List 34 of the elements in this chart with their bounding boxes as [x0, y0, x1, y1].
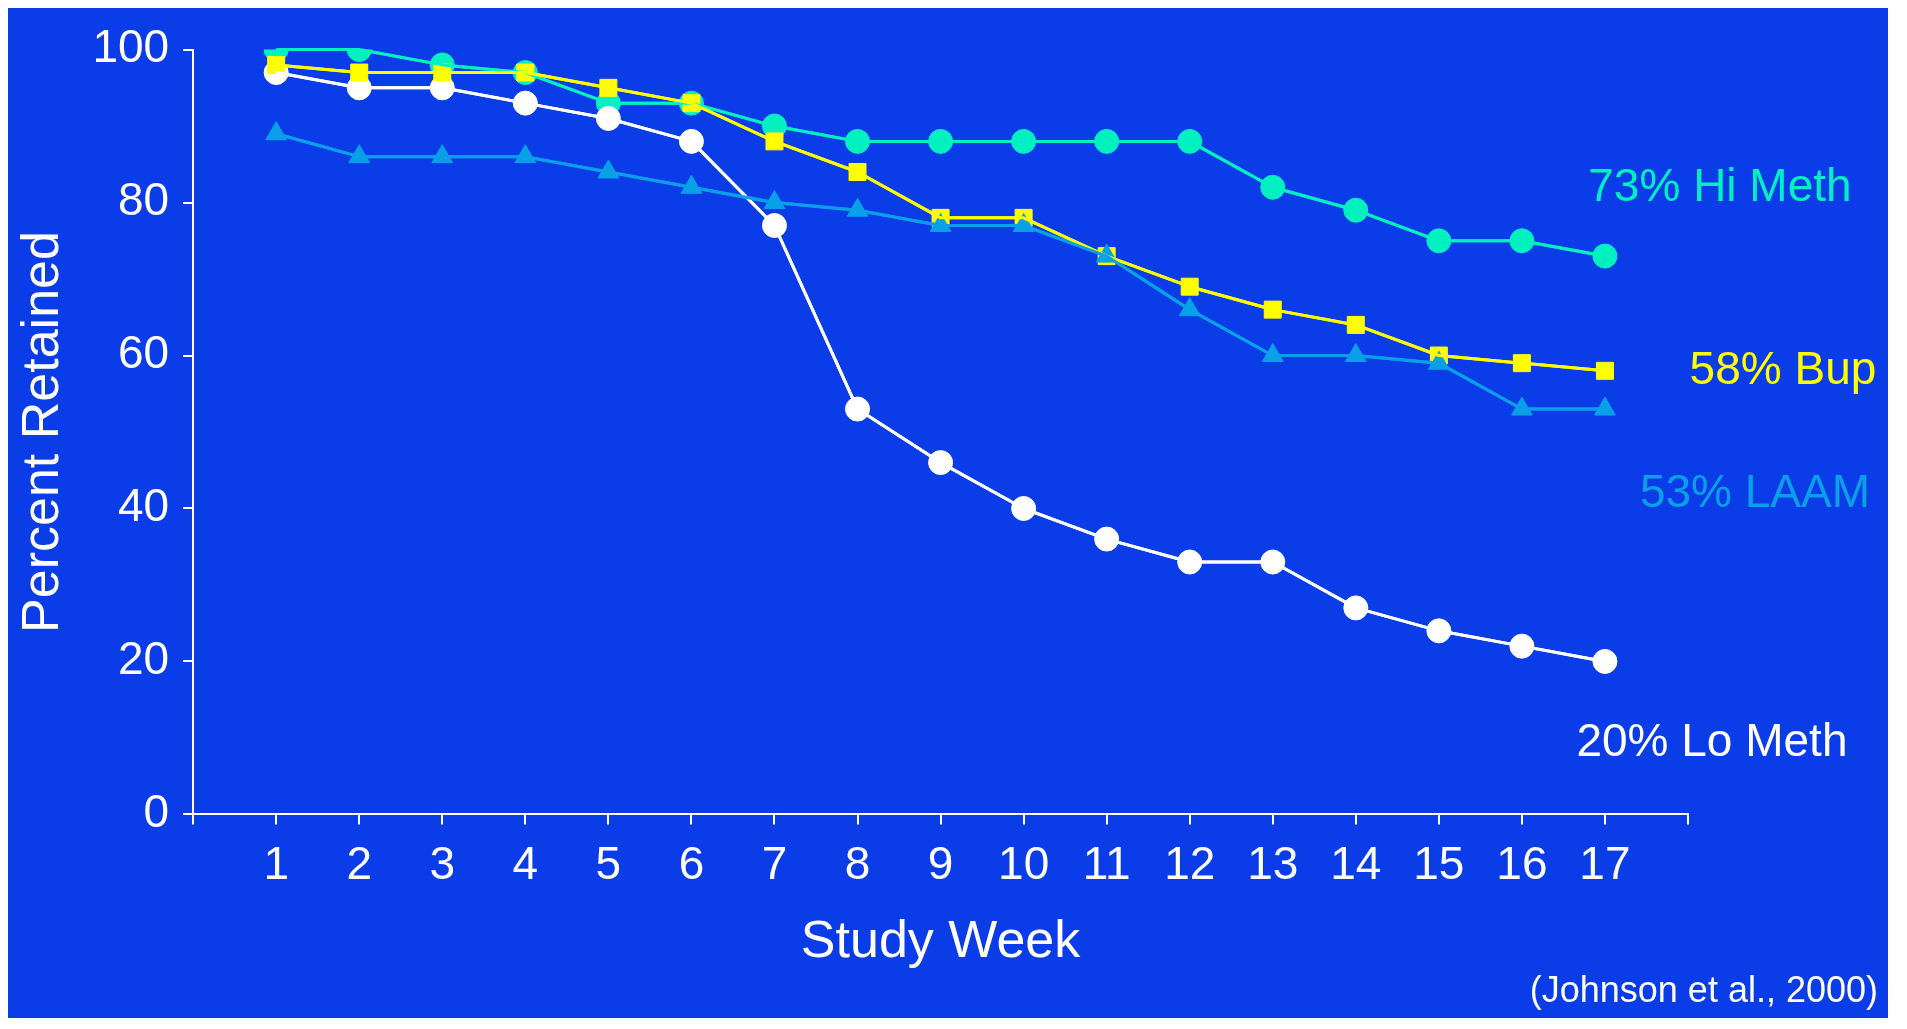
x-tick-label: 1	[263, 836, 289, 889]
y-tick-label: 80	[117, 173, 170, 226]
x-tick-label: 9	[927, 836, 954, 889]
x-tick-label: 7	[761, 836, 788, 889]
point	[1595, 361, 1614, 380]
point	[765, 132, 784, 151]
x-tick-label: 17	[1579, 836, 1631, 889]
x-tick-label: 13	[1247, 836, 1299, 889]
series-label: 20% Lo Meth	[1576, 714, 1848, 767]
x-tick-label: 11	[1082, 836, 1131, 889]
x-tick-label: 10	[998, 836, 1050, 889]
x-tick-label: 14	[1330, 836, 1382, 889]
y-tick-label: 60	[117, 326, 170, 379]
series-label: 58% Bup	[1689, 341, 1877, 394]
x-tick-label: 2	[346, 836, 373, 889]
y-tick-label: 100	[92, 20, 170, 73]
x-tick-label: 3	[429, 836, 456, 889]
series-label: 73% Hi Meth	[1588, 158, 1852, 211]
x-tick-label: 16	[1496, 836, 1548, 889]
x-tick-label: 6	[678, 836, 705, 889]
point	[1592, 243, 1618, 269]
x-tick-label: 4	[512, 836, 539, 889]
x-axis-title: Study Week	[800, 910, 1082, 969]
x-tick-label: 8	[844, 836, 871, 889]
text: (Johnson et al., 2000)	[1529, 968, 1878, 1010]
x-tick-label: 15	[1413, 836, 1465, 889]
x-tick-label: 12	[1164, 836, 1216, 889]
y-axis-title: Percent Retained	[10, 231, 69, 633]
series-label: 53% LAAM	[1639, 464, 1871, 517]
y-tick-label: 0	[143, 785, 170, 838]
point	[1592, 648, 1618, 674]
y-tick-label: 40	[117, 479, 170, 532]
x-tick-label: 5	[595, 836, 622, 889]
y-tick-label: 20	[117, 632, 170, 685]
